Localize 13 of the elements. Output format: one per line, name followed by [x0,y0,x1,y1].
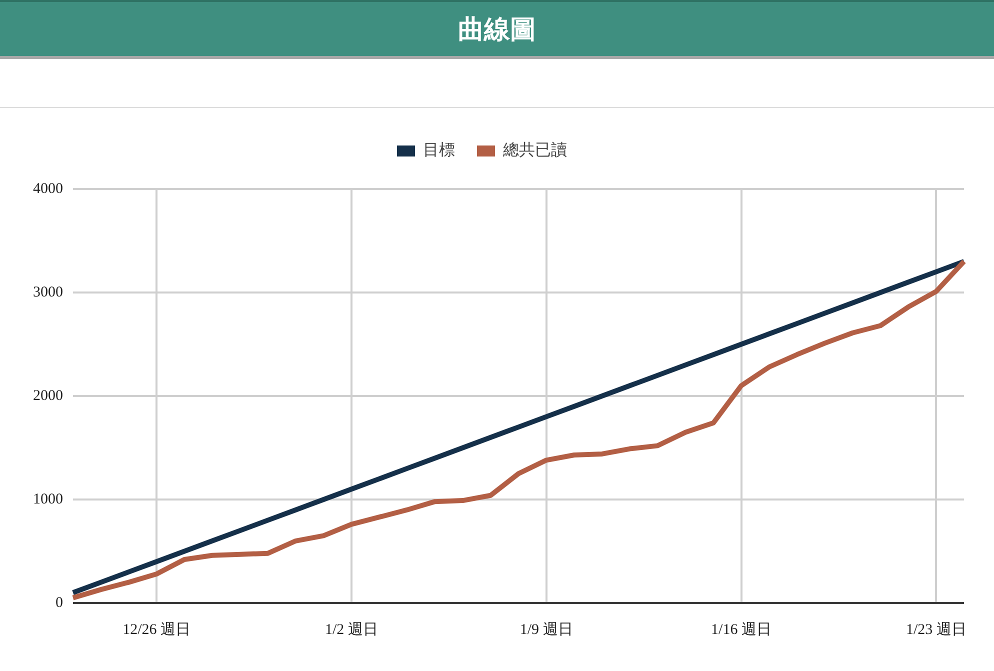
legend-label: 總共已讀 [502,140,567,160]
chart-title: 曲線圖 [458,14,536,46]
y-tick-label: 4000 [33,180,63,197]
y-tick-label: 3000 [33,284,63,300]
y-tick-label: 1000 [33,491,63,508]
x-tick-label: 1/9 週日 [520,622,573,638]
legend-label: 目標 [423,140,455,160]
x-tick-label: 1/16 週日 [711,622,772,638]
y-tick-label: 2000 [33,388,63,404]
y-tick-label: 0 [56,594,63,611]
x-tick-label: 12/26 週日 [122,622,190,638]
x-tick-label: 1/23 週日 [906,622,966,638]
x-tick-label: 1/2 週日 [324,622,378,638]
